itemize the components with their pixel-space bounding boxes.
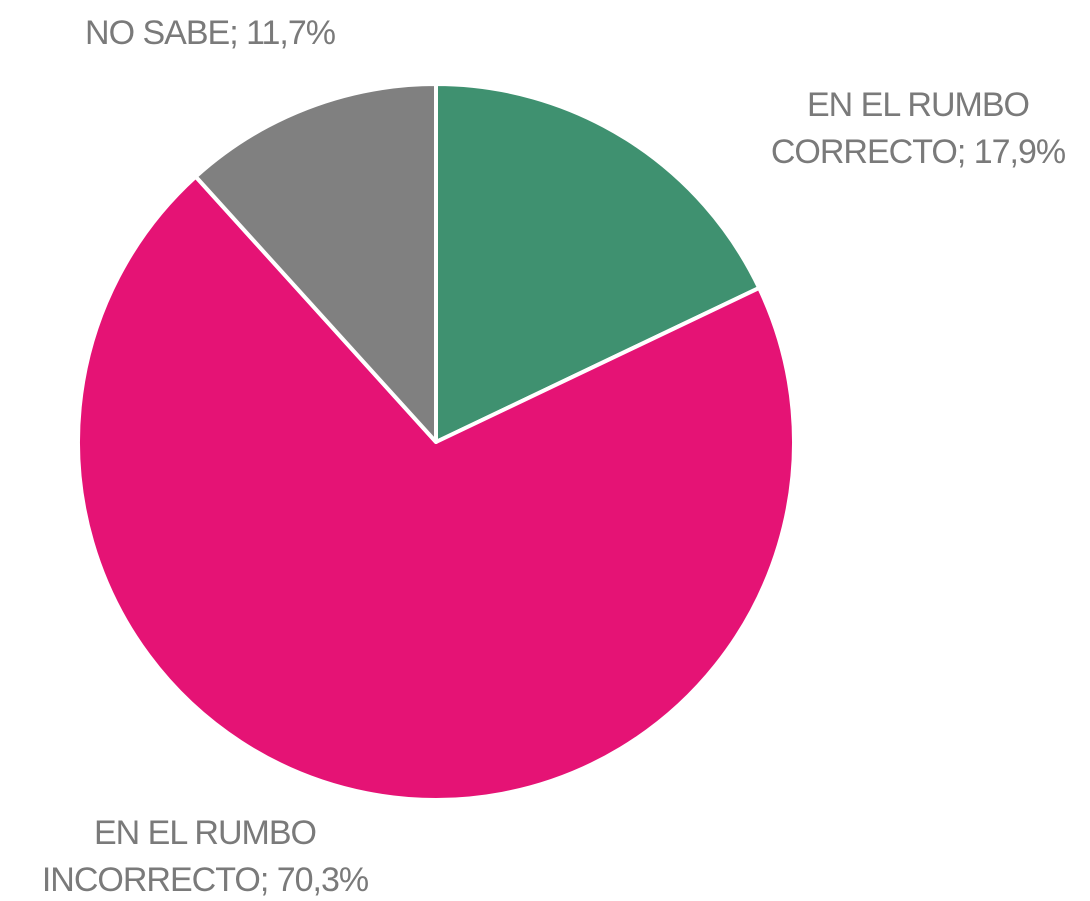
- category-name: NO SABE: [85, 14, 230, 52]
- separator: ;: [229, 14, 239, 52]
- separator: ;: [259, 861, 270, 899]
- value-label: 11,7%: [246, 14, 336, 52]
- pie-slice: [434, 82, 762, 444]
- separator: ;: [956, 133, 967, 171]
- slice-label: EN EL RUMBO CORRECTO; 17,9%: [768, 82, 1068, 176]
- pie-slice: [193, 82, 438, 444]
- category-name: EN EL RUMBO CORRECTO: [770, 86, 1030, 171]
- value-label: 70,3%: [276, 861, 369, 899]
- category-name: EN EL RUMBO INCORRECTO: [41, 814, 317, 899]
- slice-label: EN EL RUMBO INCORRECTO; 70,3%: [20, 810, 390, 901]
- pie-slice: [76, 174, 796, 802]
- value-label: 17,9%: [973, 133, 1066, 171]
- slice-label: NO SABE; 11,7%: [10, 10, 410, 57]
